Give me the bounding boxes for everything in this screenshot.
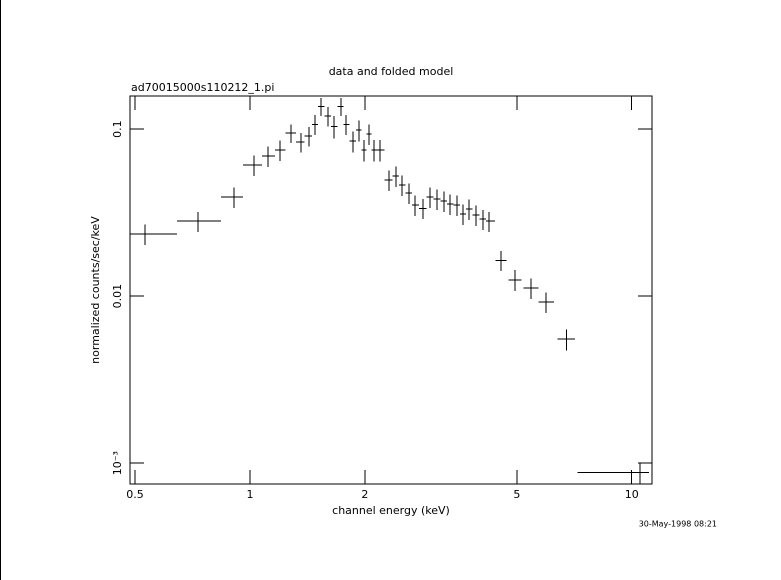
x-tick-label: 5 xyxy=(513,488,520,501)
y-axis-label: normalized counts/sec/keV xyxy=(89,216,102,364)
y-tick-label: 0.1 xyxy=(111,120,124,138)
y-tick-label: 0.01 xyxy=(111,284,124,309)
x-axis-label: channel energy (keV) xyxy=(332,504,450,517)
x-tick-label: 10 xyxy=(625,488,639,501)
chart-subtitle: ad70015000s110212_1.pi xyxy=(131,81,274,94)
x-tick-label: 2 xyxy=(361,488,368,501)
y-tick-label: 10⁻³ xyxy=(111,451,124,475)
timestamp: 30-May-1998 08:21 xyxy=(639,520,717,529)
x-tick-label: 1 xyxy=(246,488,253,501)
plot-frame xyxy=(129,95,653,485)
x-tick-label: 0.5 xyxy=(126,488,144,501)
chart-title: data and folded model xyxy=(329,65,454,78)
